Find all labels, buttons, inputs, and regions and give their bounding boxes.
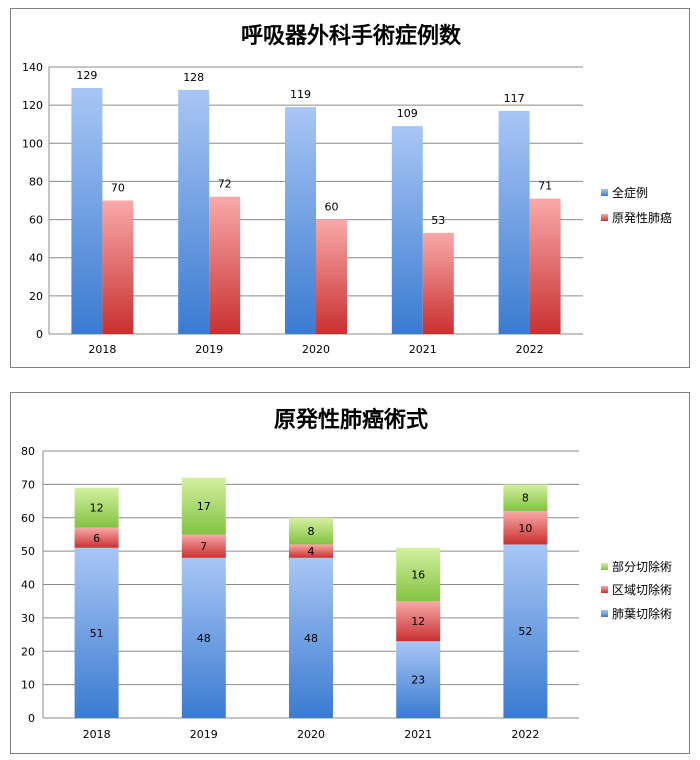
- bar: [498, 110, 530, 334]
- bar-segment: [396, 547, 441, 602]
- surgery-cases-chart: 呼吸器外科手術症例数 0 20 40 60 80 100 120 140 2018 129 70 20…: [22, 23, 672, 356]
- bar: [178, 89, 210, 334]
- data-label: 8: [522, 492, 529, 505]
- x-tick-label: 2018: [83, 728, 111, 741]
- lung-cancer-procedures-chart: 原発性肺癌術式 01020304050607080201851612201948…: [21, 407, 672, 741]
- bar-segment: [181, 557, 226, 718]
- bar: [102, 200, 134, 334]
- data-label: 4: [308, 545, 315, 558]
- data-label: 109: [397, 107, 418, 120]
- data-label: 7: [200, 540, 207, 553]
- x-tick-label: 2020: [297, 728, 325, 741]
- y-tick-label: 40: [29, 252, 43, 265]
- legend-label: 原発性肺癌: [612, 210, 672, 225]
- data-label: 117: [504, 92, 525, 105]
- data-label: 10: [518, 522, 532, 535]
- data-label: 6: [93, 532, 100, 545]
- x-tick-label: 2020: [302, 343, 330, 356]
- y-tick-label: 20: [29, 290, 43, 303]
- data-label: 12: [90, 502, 104, 515]
- bar-segment: [503, 544, 548, 718]
- legend-swatch: [601, 610, 608, 617]
- bar-segment: [181, 477, 226, 535]
- data-label: 17: [197, 500, 211, 513]
- data-label: 12: [411, 615, 425, 628]
- bar: [71, 87, 103, 334]
- data-label: 48: [197, 632, 211, 645]
- bar-segment: [503, 511, 548, 545]
- y-tick-label: 100: [22, 137, 43, 150]
- y-tick-label: 80: [21, 445, 35, 458]
- x-tick-label: 2021: [404, 728, 432, 741]
- y-tick-label: 60: [21, 512, 35, 525]
- y-tick-label: 0: [28, 712, 35, 725]
- legend-label: 区域切除術: [612, 582, 672, 597]
- data-label: 23: [411, 674, 425, 687]
- y-tick-label: 50: [21, 545, 35, 558]
- x-tick-label: 2019: [195, 343, 223, 356]
- chart-panel-lung-cancer-procedures: 原発性肺癌術式 0 10 20 30 40 50 60 70 80 2018 51 6 12 2019 48…: [10, 392, 690, 754]
- x-tick-label: 2018: [88, 343, 116, 356]
- data-label: 60: [325, 201, 339, 214]
- bar-segment: [289, 544, 333, 558]
- y-tick-label: 10: [21, 679, 35, 692]
- bar: [316, 219, 347, 334]
- bar: [529, 198, 561, 334]
- y-tick-label: 80: [29, 175, 43, 188]
- x-tick-label: 2021: [409, 343, 437, 356]
- legend-swatch: [601, 586, 608, 593]
- bar: [285, 107, 316, 334]
- bar: [209, 196, 241, 334]
- x-tick-label: 2022: [516, 343, 544, 356]
- bar-segment: [181, 534, 226, 558]
- data-label: 16: [411, 568, 425, 581]
- data-label: 8: [308, 525, 315, 538]
- chart-title: 呼吸器外科手術症例数: [241, 23, 462, 49]
- data-label: 128: [183, 71, 204, 84]
- data-label: 71: [538, 180, 552, 193]
- y-tick-label: 0: [36, 328, 43, 341]
- y-tick-label: 70: [21, 478, 35, 491]
- y-tick-label: 30: [21, 612, 35, 625]
- y-tick-label: 60: [29, 214, 43, 227]
- bar: [391, 126, 423, 334]
- legend-swatch: [601, 563, 608, 570]
- bar-segment: [289, 557, 333, 718]
- data-label: 129: [76, 69, 97, 82]
- data-label: 53: [431, 214, 445, 227]
- bar-segment: [503, 484, 548, 512]
- chart-title: 原発性肺癌術式: [274, 407, 428, 433]
- bar-segment: [74, 547, 119, 718]
- data-label: 119: [290, 88, 311, 101]
- y-tick-label: 40: [21, 579, 35, 592]
- bar-segment: [396, 641, 441, 718]
- bar: [422, 232, 454, 334]
- data-label: 72: [218, 178, 232, 191]
- data-label: 48: [304, 632, 318, 645]
- y-tick-label: 120: [22, 99, 43, 112]
- legend-swatch: [601, 214, 608, 221]
- y-tick-label: 140: [22, 61, 43, 74]
- data-label: 51: [90, 627, 104, 640]
- x-tick-label: 2019: [190, 728, 218, 741]
- chart-panel-surgery-cases: 呼吸器外科手術症例数 0 20 40 60 80 100 120 140 2018 129 70 20…: [10, 8, 690, 368]
- bar-segment: [74, 487, 119, 528]
- data-label: 70: [111, 182, 125, 195]
- legend-label: 肺葉切除術: [612, 606, 672, 621]
- x-tick-label: 2022: [511, 728, 539, 741]
- bar-segment: [396, 601, 441, 642]
- y-tick-label: 20: [21, 645, 35, 658]
- legend-swatch: [601, 189, 608, 196]
- legend-label: 全症例: [612, 185, 648, 200]
- data-label: 52: [518, 625, 532, 638]
- legend-label: 部分切除術: [612, 559, 672, 574]
- bar-segment: [289, 517, 333, 545]
- bar-segment: [74, 527, 119, 548]
